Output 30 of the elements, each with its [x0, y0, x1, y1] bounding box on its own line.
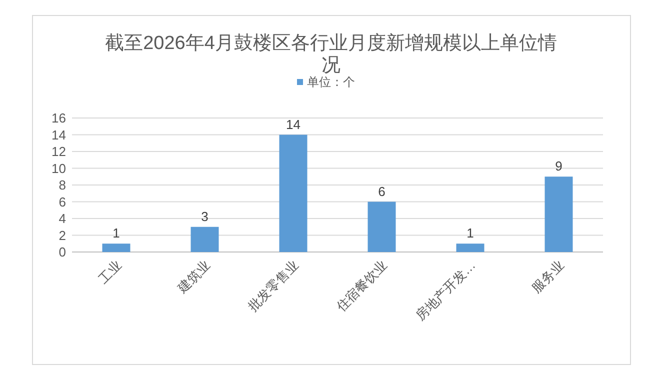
data-label: 9	[555, 158, 562, 174]
y-tick-label: 2	[58, 228, 66, 243]
data-label: 14	[286, 116, 300, 132]
legend-label: 单位：个	[307, 75, 355, 89]
bar	[544, 176, 573, 252]
chart-title: 截至2026年4月鼓楼区各行业月度新增规模以上单位情况	[104, 33, 558, 76]
x-tick-label: 建筑业	[174, 258, 213, 296]
x-tick-label: 批发零售业	[244, 258, 302, 314]
x-tick-label: 服务业	[528, 258, 567, 296]
y-tick-label: 16	[52, 110, 66, 126]
y-tick-label: 6	[58, 194, 66, 210]
data-label: 6	[378, 184, 386, 199]
y-tick-label: 12	[52, 144, 66, 159]
bar	[279, 134, 308, 252]
y-tick-label: 10	[52, 160, 66, 176]
data-label: 1	[466, 226, 474, 241]
data-label: 3	[201, 208, 208, 224]
legend: 单位：个	[297, 75, 355, 89]
bar	[368, 202, 396, 252]
data-label: 1	[112, 226, 120, 241]
x-tick-label: 房地产开发…	[412, 258, 478, 324]
x-tick-label: 工业	[95, 258, 124, 287]
bar	[456, 244, 484, 252]
bar	[190, 226, 219, 252]
y-tick-label: 8	[58, 178, 66, 192]
y-tick-label: 4	[58, 211, 66, 226]
y-tick-label: 14	[52, 127, 66, 142]
x-tick-label: 住宿餐饮业	[332, 258, 390, 315]
bar	[102, 244, 130, 252]
y-tick-label: 0	[58, 244, 66, 260]
